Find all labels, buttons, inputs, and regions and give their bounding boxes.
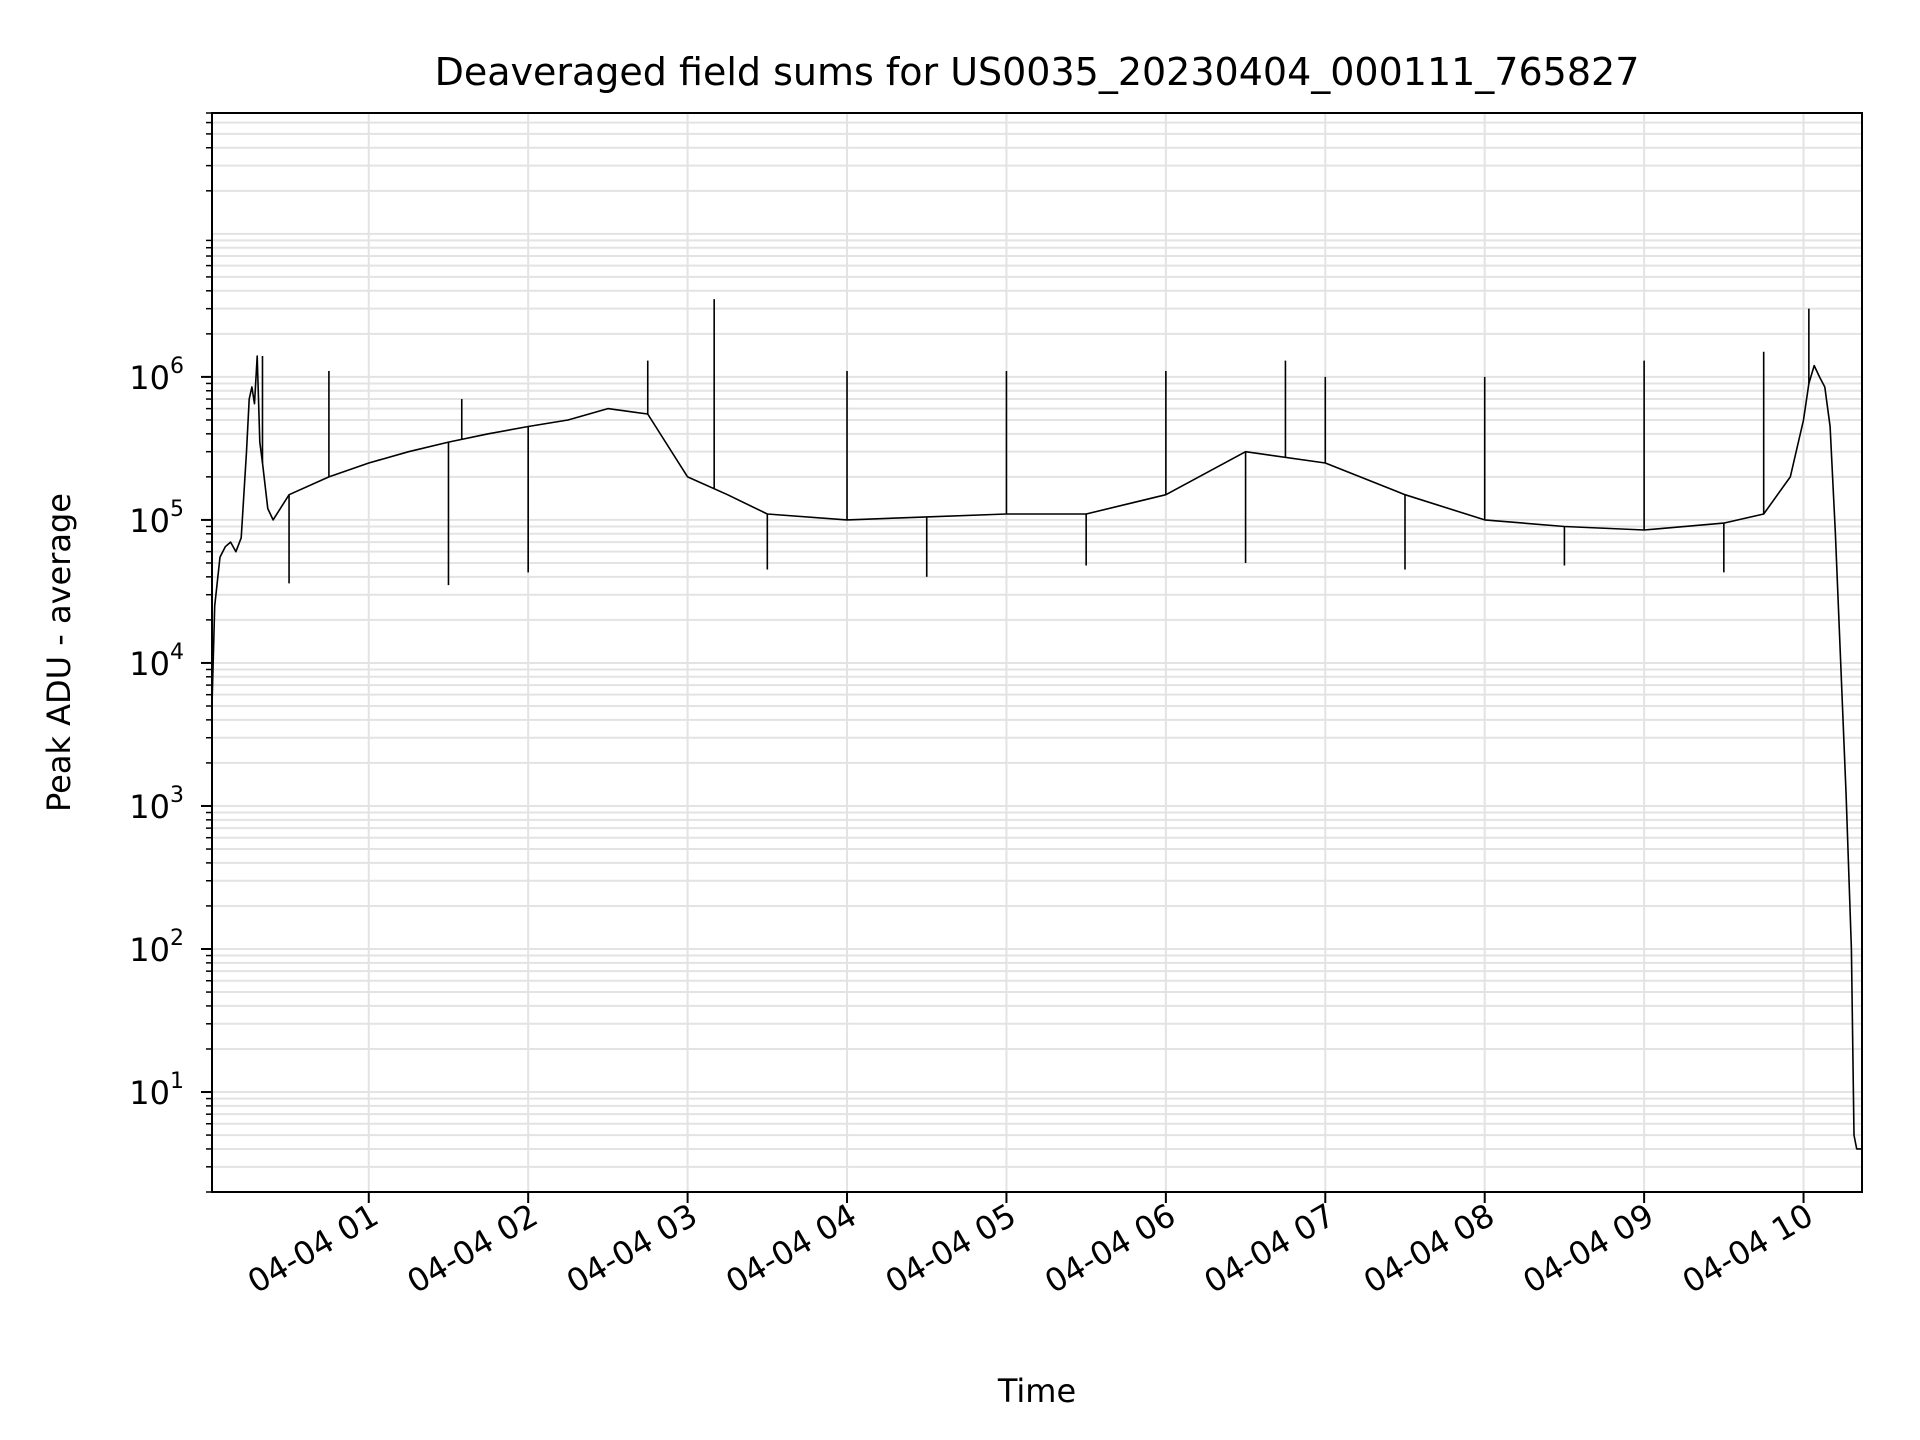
y-tick-label: 102	[129, 926, 184, 969]
y-tick-label-base: 10	[129, 1074, 170, 1112]
y-tick-label: 101	[129, 1069, 184, 1112]
y-axis-label: Peak ADU - average	[40, 493, 78, 812]
y-tick-label: 103	[129, 783, 184, 826]
y-tick-label-exponent: 3	[170, 783, 184, 808]
y-tick-label-base: 10	[129, 931, 170, 969]
y-tick-label-exponent: 2	[170, 926, 184, 951]
y-tick-label-base: 10	[129, 359, 170, 397]
chart-title: Deaveraged field sums for US0035_2023040…	[435, 50, 1640, 94]
y-tick-label-base: 10	[129, 645, 170, 683]
y-tick-label-base: 10	[129, 502, 170, 540]
y-tick-label-exponent: 6	[170, 354, 184, 379]
y-tick-label-exponent: 1	[170, 1069, 184, 1094]
x-axis-label: Time	[997, 1372, 1076, 1410]
y-tick-label-exponent: 5	[170, 497, 184, 522]
y-tick-label: 105	[129, 497, 184, 540]
y-tick-label: 104	[129, 640, 184, 683]
y-tick-label-base: 10	[129, 788, 170, 826]
y-tick-label: 106	[129, 354, 184, 397]
grid	[212, 112, 1862, 1193]
plot-frame	[211, 112, 1863, 1193]
data-layer	[211, 299, 1862, 1150]
y-tick-label-exponent: 4	[170, 640, 184, 665]
series-line	[211, 355, 1862, 1150]
